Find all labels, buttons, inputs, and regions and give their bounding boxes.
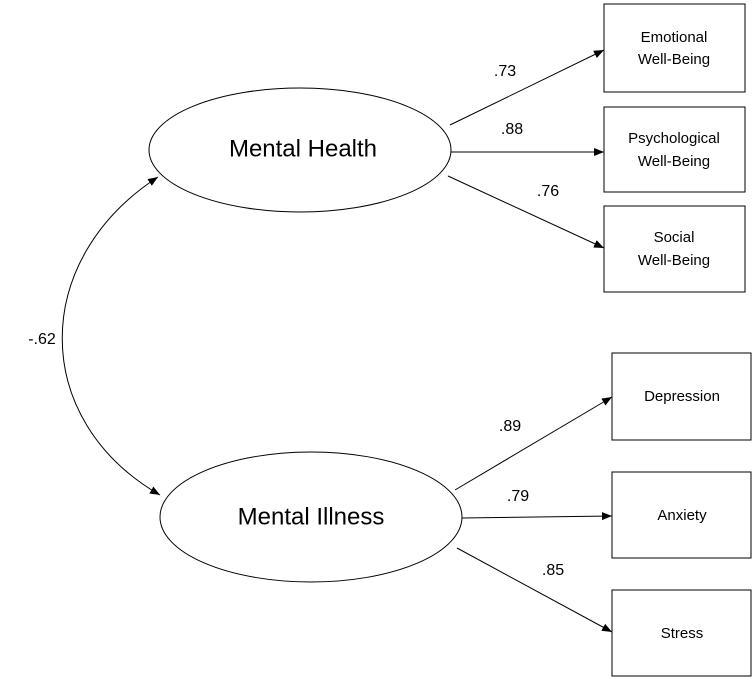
loading-label: .76 <box>537 183 559 200</box>
indicator-label: Anxiety <box>657 507 707 524</box>
loading-arrow <box>454 396 613 491</box>
correlation-arrow <box>61 176 161 496</box>
indicator-box <box>611 471 752 559</box>
indicator-label: Well-Being <box>638 51 710 68</box>
loading-arrow <box>449 49 605 126</box>
indicator-label: Emotional <box>641 29 708 46</box>
latent-label: Mental Health <box>229 135 377 162</box>
latent-ellipse <box>148 87 452 213</box>
latent-ellipse <box>159 451 463 583</box>
indicator-label: Well-Being <box>638 153 710 170</box>
loading-label: .85 <box>542 562 564 579</box>
indicator-box <box>603 106 746 193</box>
latent-label: Mental Illness <box>238 503 385 530</box>
loading-label: .79 <box>507 488 529 505</box>
indicator-box <box>611 352 752 441</box>
indicator-box <box>603 205 746 293</box>
loading-label: .89 <box>499 418 521 435</box>
correlation-label: -.62 <box>28 331 56 348</box>
indicator-label: Well-Being <box>638 252 710 269</box>
loading-arrow <box>461 512 613 521</box>
indicator-label: Psychological <box>628 130 720 147</box>
indicator-box <box>603 3 746 93</box>
indicator-label: Depression <box>644 388 720 405</box>
loading-arrow <box>447 175 605 249</box>
loading-label: .88 <box>501 121 523 138</box>
indicator-box <box>611 589 752 677</box>
loading-arrow <box>456 547 613 633</box>
indicator-label: Stress <box>661 625 704 642</box>
loading-label: .73 <box>494 63 516 80</box>
indicator-label: Social <box>654 229 695 246</box>
